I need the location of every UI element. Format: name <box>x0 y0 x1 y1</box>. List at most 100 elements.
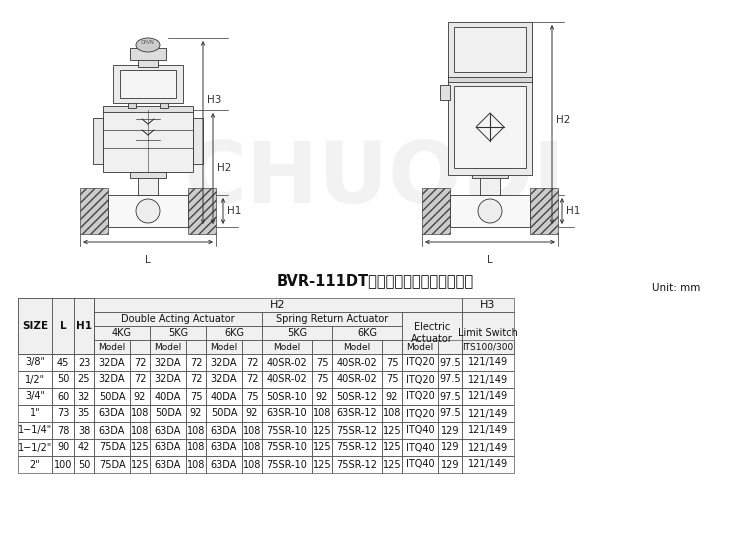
Bar <box>52 354 74 371</box>
Text: Electric
Actuator: Electric Actuator <box>411 322 453 344</box>
Bar <box>186 405 206 422</box>
Text: Model: Model <box>344 342 370 352</box>
Bar <box>94 439 130 456</box>
Text: 121/149: 121/149 <box>468 374 508 385</box>
Bar <box>402 405 438 422</box>
Text: 50: 50 <box>57 374 69 385</box>
Bar <box>402 422 438 439</box>
Bar <box>206 422 242 439</box>
Bar <box>242 405 262 422</box>
Bar <box>150 371 186 388</box>
Bar <box>18 298 94 354</box>
Bar <box>262 354 312 371</box>
Bar <box>74 388 94 405</box>
Bar <box>530 188 558 234</box>
Bar <box>74 371 94 388</box>
Bar <box>52 439 74 456</box>
Bar <box>18 298 94 354</box>
Bar <box>382 371 402 388</box>
Bar <box>462 422 514 439</box>
Text: 121/149: 121/149 <box>468 459 508 470</box>
Bar <box>52 371 74 388</box>
Bar <box>18 388 52 405</box>
Bar <box>18 371 52 388</box>
Text: 97.5: 97.5 <box>440 408 460 419</box>
Text: 92: 92 <box>246 408 258 419</box>
Bar <box>382 456 402 473</box>
Bar <box>332 422 382 439</box>
Bar <box>74 354 94 371</box>
Bar <box>150 371 186 388</box>
Bar <box>262 312 402 326</box>
Text: 108: 108 <box>313 408 332 419</box>
Bar <box>402 422 438 439</box>
Bar <box>438 354 462 371</box>
Text: ITQ20: ITQ20 <box>406 358 434 367</box>
Bar <box>206 456 242 473</box>
Bar <box>150 439 186 456</box>
Bar <box>332 405 382 422</box>
Bar <box>186 439 206 456</box>
Bar <box>150 340 186 354</box>
Bar <box>242 388 262 405</box>
Bar <box>130 439 150 456</box>
Bar <box>94 388 130 405</box>
Bar <box>438 439 462 456</box>
Text: 63DA: 63DA <box>211 443 237 452</box>
Bar <box>462 371 514 388</box>
Text: 75SR-10: 75SR-10 <box>266 443 308 452</box>
Text: 92: 92 <box>134 392 146 401</box>
Bar <box>312 388 332 405</box>
Bar <box>186 422 206 439</box>
Text: ITQ40: ITQ40 <box>406 443 434 452</box>
Bar <box>130 354 150 371</box>
Bar <box>262 439 312 456</box>
Bar <box>94 371 130 388</box>
Text: 1−1/2": 1−1/2" <box>18 443 53 452</box>
Ellipse shape <box>136 38 160 52</box>
Bar <box>438 388 462 405</box>
Bar <box>382 354 402 371</box>
Bar <box>206 456 242 473</box>
Bar <box>438 388 462 405</box>
Bar <box>448 75 532 82</box>
Bar <box>52 422 74 439</box>
Bar <box>128 100 136 108</box>
Text: 108: 108 <box>243 459 261 470</box>
Text: 108: 108 <box>382 408 401 419</box>
Bar <box>382 456 402 473</box>
Bar <box>402 456 438 473</box>
Text: 108: 108 <box>243 426 261 436</box>
Bar <box>130 422 150 439</box>
Bar <box>242 340 262 354</box>
Bar <box>262 326 332 340</box>
Bar <box>52 298 74 354</box>
Bar <box>74 422 94 439</box>
Bar <box>94 326 150 340</box>
Text: 38: 38 <box>78 426 90 436</box>
Bar <box>332 340 382 354</box>
Bar <box>312 388 332 405</box>
Bar <box>454 86 526 168</box>
Bar <box>462 354 514 371</box>
Bar <box>94 456 130 473</box>
Bar <box>188 188 216 234</box>
Bar <box>242 456 262 473</box>
Text: Model: Model <box>210 342 238 352</box>
Text: 92: 92 <box>190 408 202 419</box>
Bar <box>94 312 262 326</box>
Bar <box>332 340 382 354</box>
Text: 23: 23 <box>78 358 90 367</box>
Bar <box>312 371 332 388</box>
Bar <box>242 456 262 473</box>
Bar <box>52 354 74 371</box>
Bar <box>206 439 242 456</box>
Text: 32: 32 <box>78 392 90 401</box>
Bar <box>74 456 94 473</box>
Bar <box>462 312 514 354</box>
Bar <box>438 371 462 388</box>
Bar <box>186 354 206 371</box>
Text: 40SR-02: 40SR-02 <box>267 374 308 385</box>
Bar <box>242 439 262 456</box>
Bar <box>332 388 382 405</box>
